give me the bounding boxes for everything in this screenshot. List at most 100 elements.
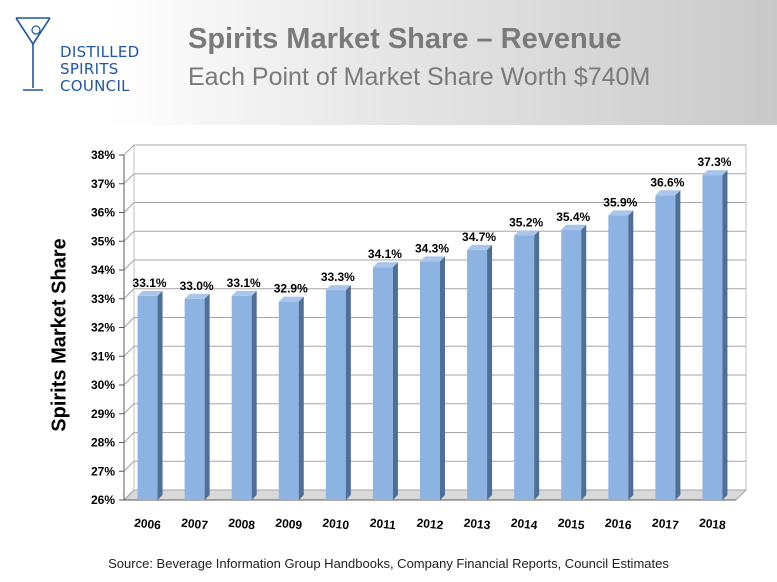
bar-front [561, 229, 582, 500]
bar-top [372, 262, 398, 268]
bar-front [467, 249, 488, 500]
bar-side [251, 290, 257, 500]
logo-line-3: COUNCIL [60, 77, 130, 95]
logo-line-1: DISTILLED [60, 43, 140, 61]
bar-front [514, 235, 535, 500]
x-tick-label: 2016 [604, 516, 632, 533]
bar-2008 [231, 290, 257, 500]
distilled-spirits-council-logo: DISTILLED SPIRITS COUNCIL [14, 10, 144, 100]
logo-line-2: SPIRITS [60, 60, 119, 78]
x-tick-label: 2015 [557, 516, 585, 533]
x-tick-label: 2006 [134, 516, 162, 533]
y-tick-label: 30% [91, 378, 115, 392]
logo-text: DISTILLED SPIRITS COUNCIL [60, 44, 140, 95]
bar-chart: 33.1% 33.0% 33.1% 32.9% 33.3% 34.1% 34.3% 34.7%… [91, 144, 748, 532]
x-tick-label: 2007 [181, 516, 209, 533]
bar-front [372, 267, 393, 500]
bar-2006 [137, 290, 163, 500]
bar-top [655, 190, 681, 196]
y-tick-label: 35% [91, 234, 115, 248]
x-tick-label: 2018 [698, 516, 726, 533]
x-tick-label: 2017 [651, 516, 679, 533]
bar-side [204, 293, 210, 500]
gridline-slant [123, 144, 135, 156]
slide-title: Spirits Market Share – Revenue [188, 23, 622, 55]
data-label: 36.6% [650, 175, 684, 189]
source-note: Source: Beverage Information Group Handb… [108, 556, 669, 571]
bar-2018 [702, 170, 728, 500]
martini-glass-icon [15, 17, 51, 91]
bar-top [278, 296, 304, 302]
gridline-slant [123, 489, 135, 501]
y-tick-label: 29% [91, 407, 115, 421]
bar-side [298, 296, 304, 500]
y-tick-label: 37% [91, 177, 115, 191]
gridline-slant [123, 317, 135, 328]
header-band [0, 0, 777, 125]
gridline-slant [123, 202, 135, 213]
x-tick-label: 2014 [510, 516, 538, 533]
bar-2013 [467, 244, 493, 500]
data-label: 33.1% [227, 276, 261, 290]
y-tick-label: 38% [91, 148, 115, 162]
data-label: 35.9% [603, 195, 637, 209]
y-tick-label: 36% [91, 206, 115, 220]
bar-front [278, 301, 299, 500]
data-label: 33.0% [180, 279, 214, 293]
gridline-slant [123, 374, 135, 386]
slide-subtitle: Each Point of Market Share Worth $740M [188, 63, 651, 91]
bar-2009 [278, 296, 304, 500]
bar-top [137, 290, 163, 296]
bar-top [231, 290, 257, 296]
y-tick-label: 31% [91, 349, 115, 363]
bar-side [581, 224, 587, 500]
bars [137, 170, 728, 500]
tick-labels: 26% 27% 28% 29% 30% 31% 32% 33% 34% 35% 36% 37% 38% 2… [91, 148, 727, 532]
bar-side [345, 285, 351, 500]
data-label: 33.1% [133, 276, 167, 290]
data-label: 35.2% [509, 216, 543, 230]
x-tick-label: 2012 [416, 516, 444, 533]
data-label: 32.9% [274, 282, 308, 296]
bar-side [628, 210, 634, 500]
gridline-slant [123, 259, 135, 271]
data-labels: 33.1% 33.0% 33.1% 32.9% 33.3% 34.1% 34.3% 34.7%… [133, 155, 732, 296]
bar-top [702, 170, 728, 176]
data-label: 35.4% [556, 210, 590, 224]
bar-2011 [372, 262, 398, 500]
x-tick-label: 2011 [369, 516, 397, 533]
y-tick-label: 33% [91, 292, 115, 306]
y-tick-label: 32% [91, 321, 115, 335]
bar-2010 [325, 285, 351, 500]
gridline-slant [123, 432, 135, 443]
y-tick-label: 26% [91, 493, 115, 507]
bar-side [440, 256, 445, 500]
y-tick-label: 27% [91, 464, 115, 478]
gridline-slant [123, 173, 135, 185]
data-label: 34.3% [415, 241, 449, 255]
x-tick-label: 2008 [228, 516, 256, 533]
bar-front [231, 295, 252, 500]
data-label: 34.1% [368, 247, 402, 261]
bar-front [655, 195, 676, 500]
x-tick-label: 2013 [463, 516, 491, 533]
x-tick-label: 2010 [322, 516, 350, 533]
bar-top [514, 230, 540, 236]
bar-side [157, 290, 163, 500]
y-tick-label: 34% [91, 263, 115, 277]
bar-top [184, 293, 210, 299]
bar-front [184, 298, 205, 500]
bar-2007 [184, 293, 210, 500]
bar-2012 [420, 256, 445, 500]
bar-top [467, 244, 493, 250]
gridline-slant [123, 460, 135, 472]
gridline-slant [123, 230, 135, 242]
bar-top [608, 210, 634, 216]
bar-side [722, 170, 728, 500]
bar-top [325, 285, 351, 291]
gridline-slant [123, 403, 135, 415]
bar-2016 [608, 210, 634, 500]
bar-top [561, 224, 587, 230]
gridline-slant [123, 288, 135, 300]
bar-side [487, 244, 493, 500]
